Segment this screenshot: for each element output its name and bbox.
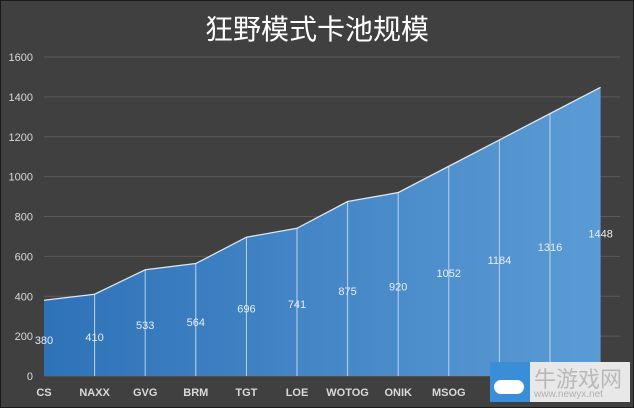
- watermark-url: www.newyx.net: [534, 389, 603, 400]
- series-line: [43, 86, 601, 301]
- data-label: 380: [35, 335, 53, 347]
- y-tick-label: 1400: [9, 92, 33, 104]
- data-label: 564: [187, 317, 205, 329]
- data-label: 1184: [488, 255, 512, 267]
- data-label: 410: [85, 332, 103, 344]
- x-tick-label: GVG: [133, 387, 157, 399]
- x-tick-label: CS: [36, 387, 51, 399]
- data-label: 1316: [538, 242, 562, 254]
- data-label: 533: [136, 320, 154, 332]
- data-label: 1052: [437, 268, 461, 280]
- area-fill: [44, 87, 601, 377]
- y-tick-label: 0: [27, 371, 33, 383]
- x-tick-label: WOTOG: [326, 387, 369, 399]
- data-label: 696: [237, 304, 255, 316]
- y-tick-label: 1200: [9, 132, 33, 144]
- y-tick-label: 200: [15, 331, 33, 343]
- y-tick-label: 400: [15, 291, 33, 303]
- mascot-icon: [490, 362, 530, 402]
- data-label: 741: [288, 299, 306, 311]
- y-tick-label: 1600: [9, 52, 33, 64]
- x-tick-label: NAXX: [79, 387, 110, 399]
- data-label: 875: [338, 286, 356, 298]
- x-tick-label: BRM: [183, 387, 208, 399]
- y-tick-label: 1000: [9, 172, 33, 184]
- watermark: 牛游戏网 www.newyx.net: [490, 362, 630, 402]
- y-tick-label: 800: [15, 212, 33, 224]
- x-tick-label: LOE: [286, 387, 309, 399]
- x-tick-label: MSOG: [432, 387, 466, 399]
- x-tick-label: TGT: [235, 387, 257, 399]
- watermark-text: 牛游戏网: [534, 368, 623, 393]
- x-tick-label: ONIK: [384, 387, 412, 399]
- y-tick-label: 600: [15, 251, 33, 263]
- data-label: 1448: [588, 229, 612, 241]
- data-label: 920: [389, 281, 407, 293]
- chart-title: 狂野模式卡池规模: [204, 13, 429, 46]
